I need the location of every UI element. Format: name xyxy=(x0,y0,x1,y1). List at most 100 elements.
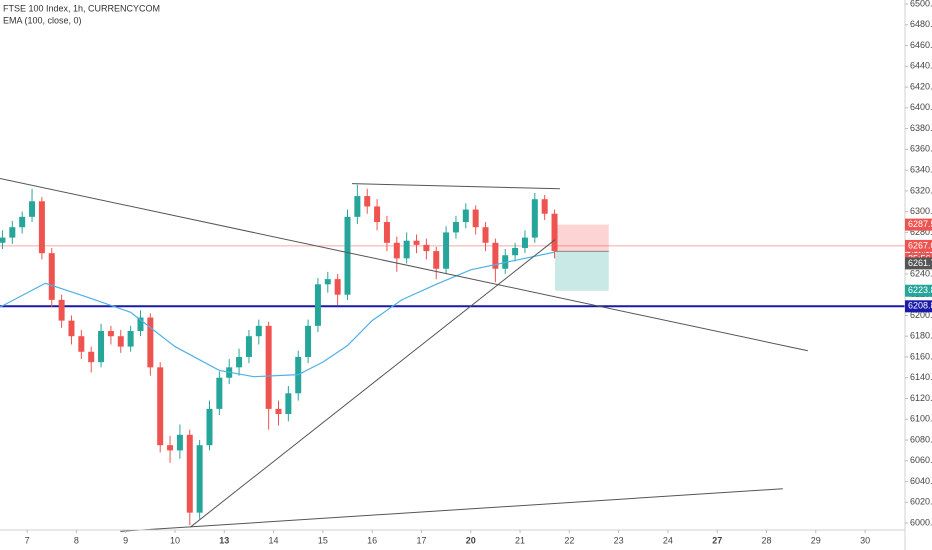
candle-body xyxy=(364,196,371,207)
candle-body xyxy=(383,222,390,243)
y-tick-label: 6360.0 xyxy=(910,144,932,154)
y-tick-label: 6260.0 xyxy=(910,248,932,258)
candle-body xyxy=(167,445,174,451)
x-tick-label: 24 xyxy=(663,535,673,545)
plot-area xyxy=(0,177,905,532)
candle-body xyxy=(423,244,430,252)
y-tick-label: 6120.0 xyxy=(910,393,932,403)
price-label-box xyxy=(905,300,932,313)
candle-body xyxy=(88,351,95,363)
candle-body xyxy=(324,279,331,285)
y-tick-label: 6020.0 xyxy=(910,497,932,507)
x-tick-label: 16 xyxy=(367,535,377,545)
y-tick-label: 6320.0 xyxy=(910,185,932,195)
candle-body xyxy=(78,336,85,352)
y-tick-label: 6000.0 xyxy=(910,517,932,527)
candle-body xyxy=(98,331,105,363)
y-tick-label: 6400.0 xyxy=(910,102,932,112)
candle-body xyxy=(245,336,252,357)
x-tick-label: 8 xyxy=(74,535,79,545)
candle-body xyxy=(275,408,282,415)
chart-title: FTSE 100 Index, 1h, CURRENCYCOM xyxy=(3,3,160,13)
candle-body xyxy=(255,325,262,337)
candle-body xyxy=(413,240,420,245)
candle-body xyxy=(472,209,479,228)
x-tick-label: 23 xyxy=(614,535,624,545)
candle-body xyxy=(374,206,381,223)
x-tick-label: 10 xyxy=(170,535,180,545)
y-tick-label: 6100.0 xyxy=(910,414,932,424)
price-label-box xyxy=(905,239,932,252)
candle-body xyxy=(393,242,400,259)
price-label-box xyxy=(905,257,932,270)
candle-body xyxy=(216,377,223,409)
candle-body xyxy=(334,279,341,295)
price-label: 6223.8 xyxy=(908,285,932,295)
candle-body xyxy=(0,237,6,243)
target-zone xyxy=(555,251,609,291)
x-tick-label: 15 xyxy=(318,535,328,545)
candle-body xyxy=(68,320,75,337)
candle-body xyxy=(48,253,55,300)
price-label: 6261.7 xyxy=(908,258,932,268)
y-tick-label: 6420.0 xyxy=(910,81,932,91)
x-tick-label: 28 xyxy=(761,535,771,545)
y-tick-label: 6280.0 xyxy=(910,227,932,237)
y-tick-label: 6440.0 xyxy=(910,61,932,71)
candle-body xyxy=(521,237,528,248)
x-tick-label: 9 xyxy=(123,535,128,545)
candle-body xyxy=(531,199,538,238)
ema-line xyxy=(0,251,555,378)
y-tick-label: 6140.0 xyxy=(910,372,932,382)
price-label-box xyxy=(905,284,932,297)
candle-body xyxy=(127,331,134,347)
price-label: 6267.0 xyxy=(908,240,932,250)
y-tick-label: 6500.0 xyxy=(910,0,932,8)
y-tick-label: 6300.0 xyxy=(910,206,932,216)
trend-line xyxy=(120,488,783,532)
x-tick-label: 7 xyxy=(25,535,30,545)
trend-line xyxy=(0,177,808,352)
candle-body xyxy=(137,317,144,332)
x-tick-label: 30 xyxy=(860,535,870,545)
x-tick-label: 14 xyxy=(269,535,279,545)
price-label: 6208.8 xyxy=(908,301,932,311)
price-label-box xyxy=(905,218,932,231)
y-tick-label: 6160.0 xyxy=(910,351,932,361)
candle-body xyxy=(344,216,351,295)
y-tick-label: 6240.0 xyxy=(910,268,932,278)
candle-body xyxy=(285,393,292,415)
x-tick-label: 13 xyxy=(219,535,229,545)
y-tick-label: 6340.0 xyxy=(910,165,932,175)
candle-body xyxy=(482,227,489,243)
x-tick-label: 17 xyxy=(416,535,426,545)
candle-body xyxy=(58,299,65,321)
candle-body xyxy=(157,367,164,446)
candle-body xyxy=(314,284,321,326)
candle-body xyxy=(492,242,499,269)
y-tick-label: 6180.0 xyxy=(910,331,932,341)
candle-body xyxy=(551,213,558,252)
candle-body xyxy=(176,434,183,451)
candle-body xyxy=(403,240,410,259)
x-tick-label: 22 xyxy=(564,535,574,545)
x-tick-label: 29 xyxy=(811,535,821,545)
y-tick-label: 6200.0 xyxy=(910,310,932,320)
candle-body xyxy=(452,222,459,233)
y-tick-label: 6080.0 xyxy=(910,434,932,444)
candle-body xyxy=(512,247,519,256)
y-tick-label: 6040.0 xyxy=(910,476,932,486)
candle-body xyxy=(38,201,45,254)
price-label: 6287.5 xyxy=(908,219,932,229)
x-tick-label: 21 xyxy=(515,535,525,545)
candle-body xyxy=(107,331,114,337)
candle-body xyxy=(9,227,16,238)
y-tick-label: 6480.0 xyxy=(910,19,932,29)
candle-body xyxy=(186,434,193,513)
y-tick-label: 6380.0 xyxy=(910,123,932,133)
candle-body xyxy=(462,209,469,223)
trend-line xyxy=(189,239,556,528)
candle-body xyxy=(354,196,361,217)
